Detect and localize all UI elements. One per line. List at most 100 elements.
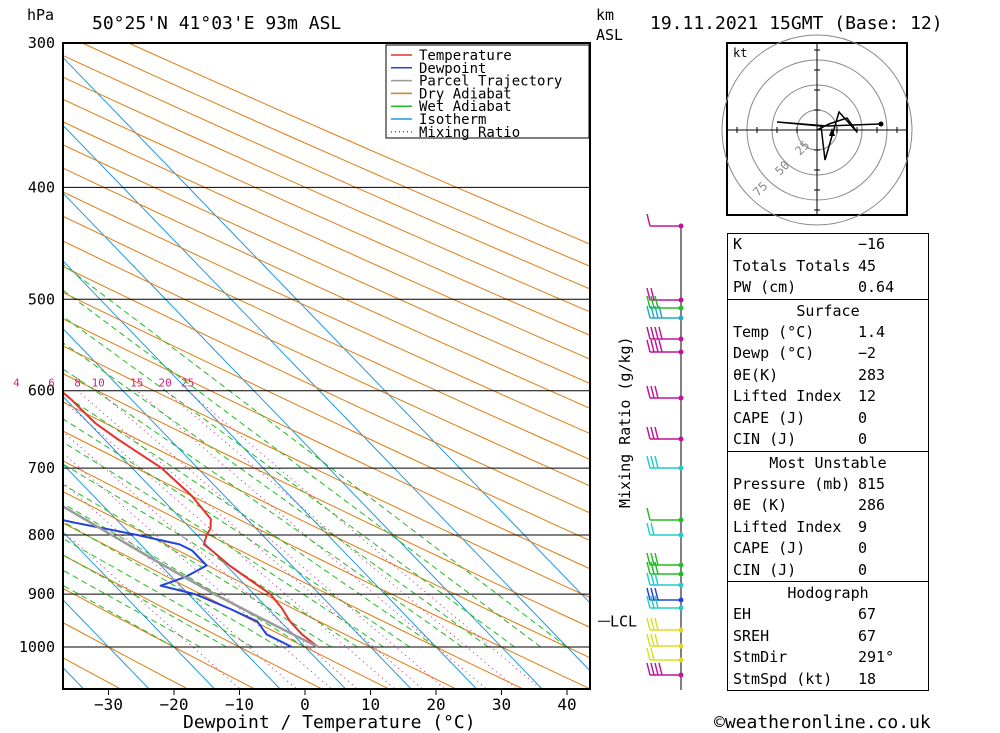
wind-barb-flag — [646, 662, 651, 676]
temperature-tick-label: −30 — [94, 695, 123, 714]
mixing-ratio-label: 25 — [181, 377, 194, 390]
wind-level-dot — [678, 562, 684, 568]
pressure-tick-label: 700 — [28, 459, 55, 477]
isotherm-line — [63, 395, 347, 689]
index-value: 815 — [858, 474, 886, 493]
isotherm-line — [63, 56, 590, 604]
index-label: CIN (J) — [733, 430, 797, 448]
wet-adiabat-line — [63, 584, 175, 648]
mixing-ratio-label: 8 — [74, 377, 81, 390]
index-label: Temp (°C) — [733, 322, 815, 341]
index-row: CAPE (J) 0 — [728, 408, 928, 430]
wind-barb-flag — [646, 339, 651, 353]
index-row: θE (K) 286 — [728, 495, 928, 517]
wind-barb-column: LCL — [598, 213, 684, 690]
wind-barb-flag — [650, 595, 655, 609]
wet-adiabat-line — [63, 483, 332, 648]
wind-barb-flag — [646, 561, 651, 575]
wind-barb-flag — [650, 305, 655, 319]
index-value: 0 — [858, 560, 868, 579]
index-row: Dewp (°C) −2 — [728, 343, 928, 365]
wind-barb-flag — [650, 617, 655, 631]
mixing-ratio-line — [97, 390, 446, 689]
wind-level-dot — [678, 605, 684, 611]
index-row: θE(K) 283 — [728, 365, 928, 387]
surface-rows: Temp (°C) 1.4 Dewp (°C) −2 θE(K) 283 Lifted In… — [728, 322, 928, 451]
wind-barb-flag — [646, 295, 651, 309]
dry-adiabat-line — [63, 401, 590, 659]
wind-barb-flag — [658, 305, 663, 319]
wind-level-dot — [678, 223, 684, 229]
wind-barb-flag — [654, 587, 659, 601]
wind-level-dot — [678, 597, 684, 603]
mixing-ratio-label: 15 — [130, 377, 143, 390]
pressure-tick-label: 400 — [28, 178, 55, 196]
legend-label: Parcel Trajectory — [419, 74, 562, 90]
mixing-ratio-line — [77, 390, 424, 689]
lcl-label: LCL — [610, 612, 637, 630]
wind-barb-flag — [654, 617, 659, 631]
series-line-parcel-trajectory — [63, 505, 319, 649]
wind-barb-flag — [650, 287, 655, 301]
index-row: Lifted Index 12 — [728, 386, 928, 408]
index-label: EH — [733, 605, 752, 623]
wind-level-dot — [678, 582, 684, 588]
wind-barb-flag — [650, 326, 655, 340]
wind-barb-flag — [650, 572, 655, 586]
footer-credit: ©weatheronline.co.uk — [714, 712, 931, 733]
plot-frame — [62, 42, 591, 690]
index-label: θE (K) — [733, 496, 788, 514]
wind-barb-flag — [646, 426, 651, 440]
height-unit-label-2: ASL — [596, 26, 623, 44]
wind-barb-flag — [646, 507, 651, 521]
legend-box — [385, 44, 590, 139]
index-value: 0 — [858, 430, 868, 448]
wind-barb-flag — [646, 522, 651, 536]
series-line-temperature — [63, 391, 319, 648]
wind-barb-flag — [654, 295, 659, 309]
isotherm-line — [63, 328, 412, 689]
isotherm-line — [63, 192, 543, 689]
mixing-ratio-line — [187, 390, 542, 689]
wind-barb-flag — [646, 213, 651, 227]
index-row-pw: PW (cm) 0.64 — [733, 278, 895, 296]
index-label: StmSpd (kt) — [733, 669, 833, 688]
x-axis-title: Dewpoint / Temperature (°C) — [183, 712, 476, 733]
wind-level-dot — [678, 627, 684, 633]
index-row: StmDir 291° — [728, 647, 928, 669]
wind-barb-flag — [654, 339, 659, 353]
index-label: Lifted Index — [733, 517, 842, 536]
wind-level-dot — [678, 571, 684, 577]
temperature-ticks: −30 −20 −10 0 10 20 30 40 — [94, 689, 577, 714]
wind-barb-flag — [654, 326, 659, 340]
wind-barb-flag — [646, 385, 651, 399]
index-row: SREH 67 — [728, 626, 928, 648]
wet-adiabat-line — [63, 554, 227, 648]
wind-barb-flag — [654, 561, 659, 575]
dry-adiabat-line — [63, 345, 590, 599]
wind-barb-flag — [658, 326, 663, 340]
temperature-tick-label: 10 — [361, 695, 380, 714]
index-label: CAPE (J) — [733, 408, 806, 427]
wind-level-dot — [678, 672, 684, 678]
wind-barb-flag — [654, 305, 659, 319]
mixing-ratio-line — [63, 399, 396, 689]
wind-level-dot — [678, 297, 684, 303]
legend-label: Mixing Ratio — [419, 125, 520, 141]
wind-barb-flag — [646, 305, 651, 319]
pressure-tick-label: 300 — [28, 34, 55, 52]
index-row: CIN (J) 0 — [728, 429, 928, 451]
pressure-tick-label: 800 — [28, 526, 55, 544]
surface-section-title: Surface — [728, 298, 928, 322]
indices-panel-general: K −16 Totals Totals 45 PW (cm) 0.64 Surface… — [727, 233, 929, 691]
mixing-ratio-axis-title: Mixing Ratio (g/kg) — [616, 336, 634, 508]
wind-barb-flag — [650, 295, 655, 309]
index-value: −2 — [858, 344, 877, 362]
wind-level-dot — [678, 395, 684, 401]
index-row-k: K −16 — [733, 235, 886, 253]
index-value: 283 — [858, 365, 886, 384]
wind-barb-flag — [646, 572, 651, 586]
wet-adiabat-line — [63, 521, 280, 648]
